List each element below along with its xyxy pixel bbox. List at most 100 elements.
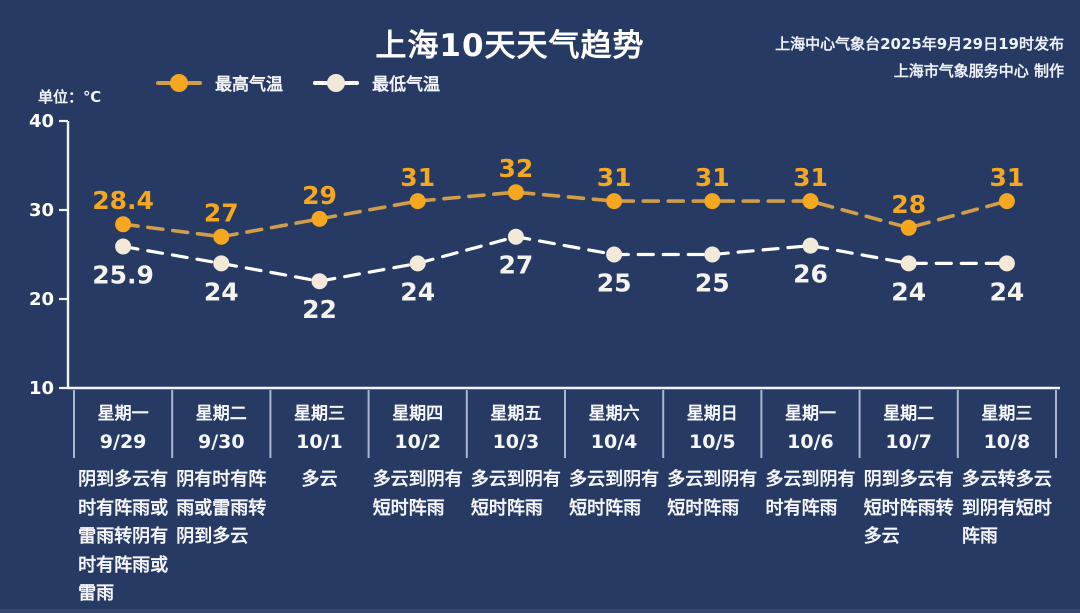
legend-item-low: 最低气温 [313,70,440,95]
date-label: 10/7 [885,431,932,453]
weather-text: 多云到阴有 时有阵雨 [765,469,856,519]
high-temp-value: 32 [499,154,534,183]
date-label: 9/29 [99,431,147,453]
weekday-label: 星期三 [981,404,1033,424]
low-temp-point [507,228,524,245]
y-tick-label: 30 [29,200,54,221]
day-column: 星期三 10/8 多云转多云 到阴有短时 阵雨 [958,402,1056,552]
high-temp-point [409,193,426,210]
date-label: 10/5 [688,431,736,453]
high-temp-value: 27 [204,199,239,228]
legend: 最高气温 最低气温 [156,70,440,95]
day-column: 星期五 10/3 多云到阴有 短时阵雨 [467,402,565,523]
low-temp-point [115,238,132,255]
low-temp-value: 25.9 [92,260,154,289]
weather-text: 阴有时有阵 雨或雷雨转 阴到多云 [176,469,267,547]
date-label: 9/30 [197,431,245,453]
high-temp-line [121,190,1009,239]
bottom-strip [0,609,1080,613]
weekday-label: 星期二 [883,404,935,424]
low-temp-value: 25 [695,269,730,298]
low-temp-point [802,237,819,254]
weekday-label: 星期二 [195,404,247,424]
high-temp-point [311,210,328,227]
low-temp-point [704,246,721,263]
high-temp-value: 28 [891,190,926,219]
weekday-label: 星期一 [784,404,836,424]
low-temp-point [311,273,328,290]
weekday-label: 星期日 [686,404,738,424]
high-temp-value: 31 [400,163,435,192]
high-temp-point [115,216,132,233]
legend-item-high: 最高气温 [156,70,283,95]
high-temp-point [998,193,1015,210]
weather-text: 多云 [301,469,338,490]
unit-label: 单位：℃ [38,88,102,106]
low-temp-legend-icon [313,73,359,92]
date-label: 10/6 [787,431,834,453]
low-temp-value: 24 [400,277,435,306]
weather-text: 阴到多云有 时有阵雨或 雷雨转阴有 时有阵雨或 雷雨 [78,469,169,604]
day-column: 星期二 9/30 阴有时有阵 雨或雷雨转 阴到多云 [172,402,270,552]
weekday-label: 星期三 [293,404,345,424]
day-column: 星期一 9/29 阴到多云有 时有阵雨或 雷雨转阴有 时有阵雨或 雷雨 [74,402,172,609]
day-column: 星期六 10/4 多云到阴有 短时阵雨 [565,402,663,523]
weather-text: 多云到阴有 短时阵雨 [470,469,561,519]
low-temp-value: 24 [990,277,1025,306]
attribution-line-1: 上海中心气象台2025年9月29日19时发布 [775,35,1064,53]
high-temp-point [213,228,230,245]
weather-text: 多云到阴有 短时阵雨 [667,469,758,519]
high-temp-legend-icon [156,73,202,92]
day-column: 星期三 10/1 多云 [270,402,368,495]
date-label: 10/1 [296,431,343,453]
low-temp-value: 22 [302,295,337,324]
high-temp-value: 28.4 [92,186,154,215]
legend-low-label: 最低气温 [372,75,440,95]
legend-high-label: 最高气温 [215,75,283,95]
weekday-label: 星期五 [490,404,542,424]
low-temp-legend-dot [327,73,345,92]
weekday-label: 星期一 [97,404,149,424]
low-temp-value: 26 [793,260,828,289]
high-temp-legend-dot [170,73,188,92]
day-column: 星期二 10/7 阴到多云有 短时阵雨转 多云 [860,402,958,552]
high-temp-value: 29 [302,181,337,210]
attribution: 上海中心气象台2025年9月29日19时发布 上海市气象服务中心 制作 [775,31,1064,85]
weather-text: 多云到阴有 短时阵雨 [372,469,463,519]
weekday-label: 星期六 [588,404,640,424]
date-label: 10/4 [590,431,638,453]
weather-text: 多云转多云 到阴有短时 阵雨 [961,469,1052,547]
high-temp-point [900,219,917,236]
day-column: 星期四 10/2 多云到阴有 短时阵雨 [369,402,467,523]
day-column: 星期日 10/5 多云到阴有 短时阵雨 [663,402,761,523]
weekday-label: 星期四 [392,404,444,424]
high-temp-value: 31 [597,163,632,192]
page-title: 上海10天天气趋势 [375,28,645,64]
weather-text: 阴到多云有 短时阵雨转 多云 [863,469,954,547]
low-temp-value: 24 [891,277,926,306]
high-temp-value: 31 [990,163,1025,192]
day-column: 星期一 10/6 多云到阴有 时有阵雨 [761,402,859,523]
low-temp-point [606,246,623,263]
low-temp-point [900,255,917,272]
y-tick-label: 20 [29,289,54,310]
high-temp-point [802,193,819,210]
y-tick-label: 10 [29,378,54,399]
low-temp-point [998,255,1015,272]
weather-text: 多云到阴有 短时阵雨 [569,469,660,519]
high-temp-value: 31 [793,163,828,192]
date-label: 10/8 [983,431,1031,453]
high-temp-value: 31 [695,163,730,192]
low-temp-value: 25 [597,269,632,298]
high-temp-point [507,184,524,201]
low-temp-line [121,235,1009,283]
low-temp-value: 27 [499,251,534,280]
date-label: 10/2 [394,431,441,453]
low-temp-value: 24 [204,277,239,306]
low-temp-point [409,255,426,272]
high-temp-point [704,193,721,210]
high-temp-point [606,193,623,210]
low-temp-point [213,255,230,272]
date-label: 10/3 [492,431,540,453]
